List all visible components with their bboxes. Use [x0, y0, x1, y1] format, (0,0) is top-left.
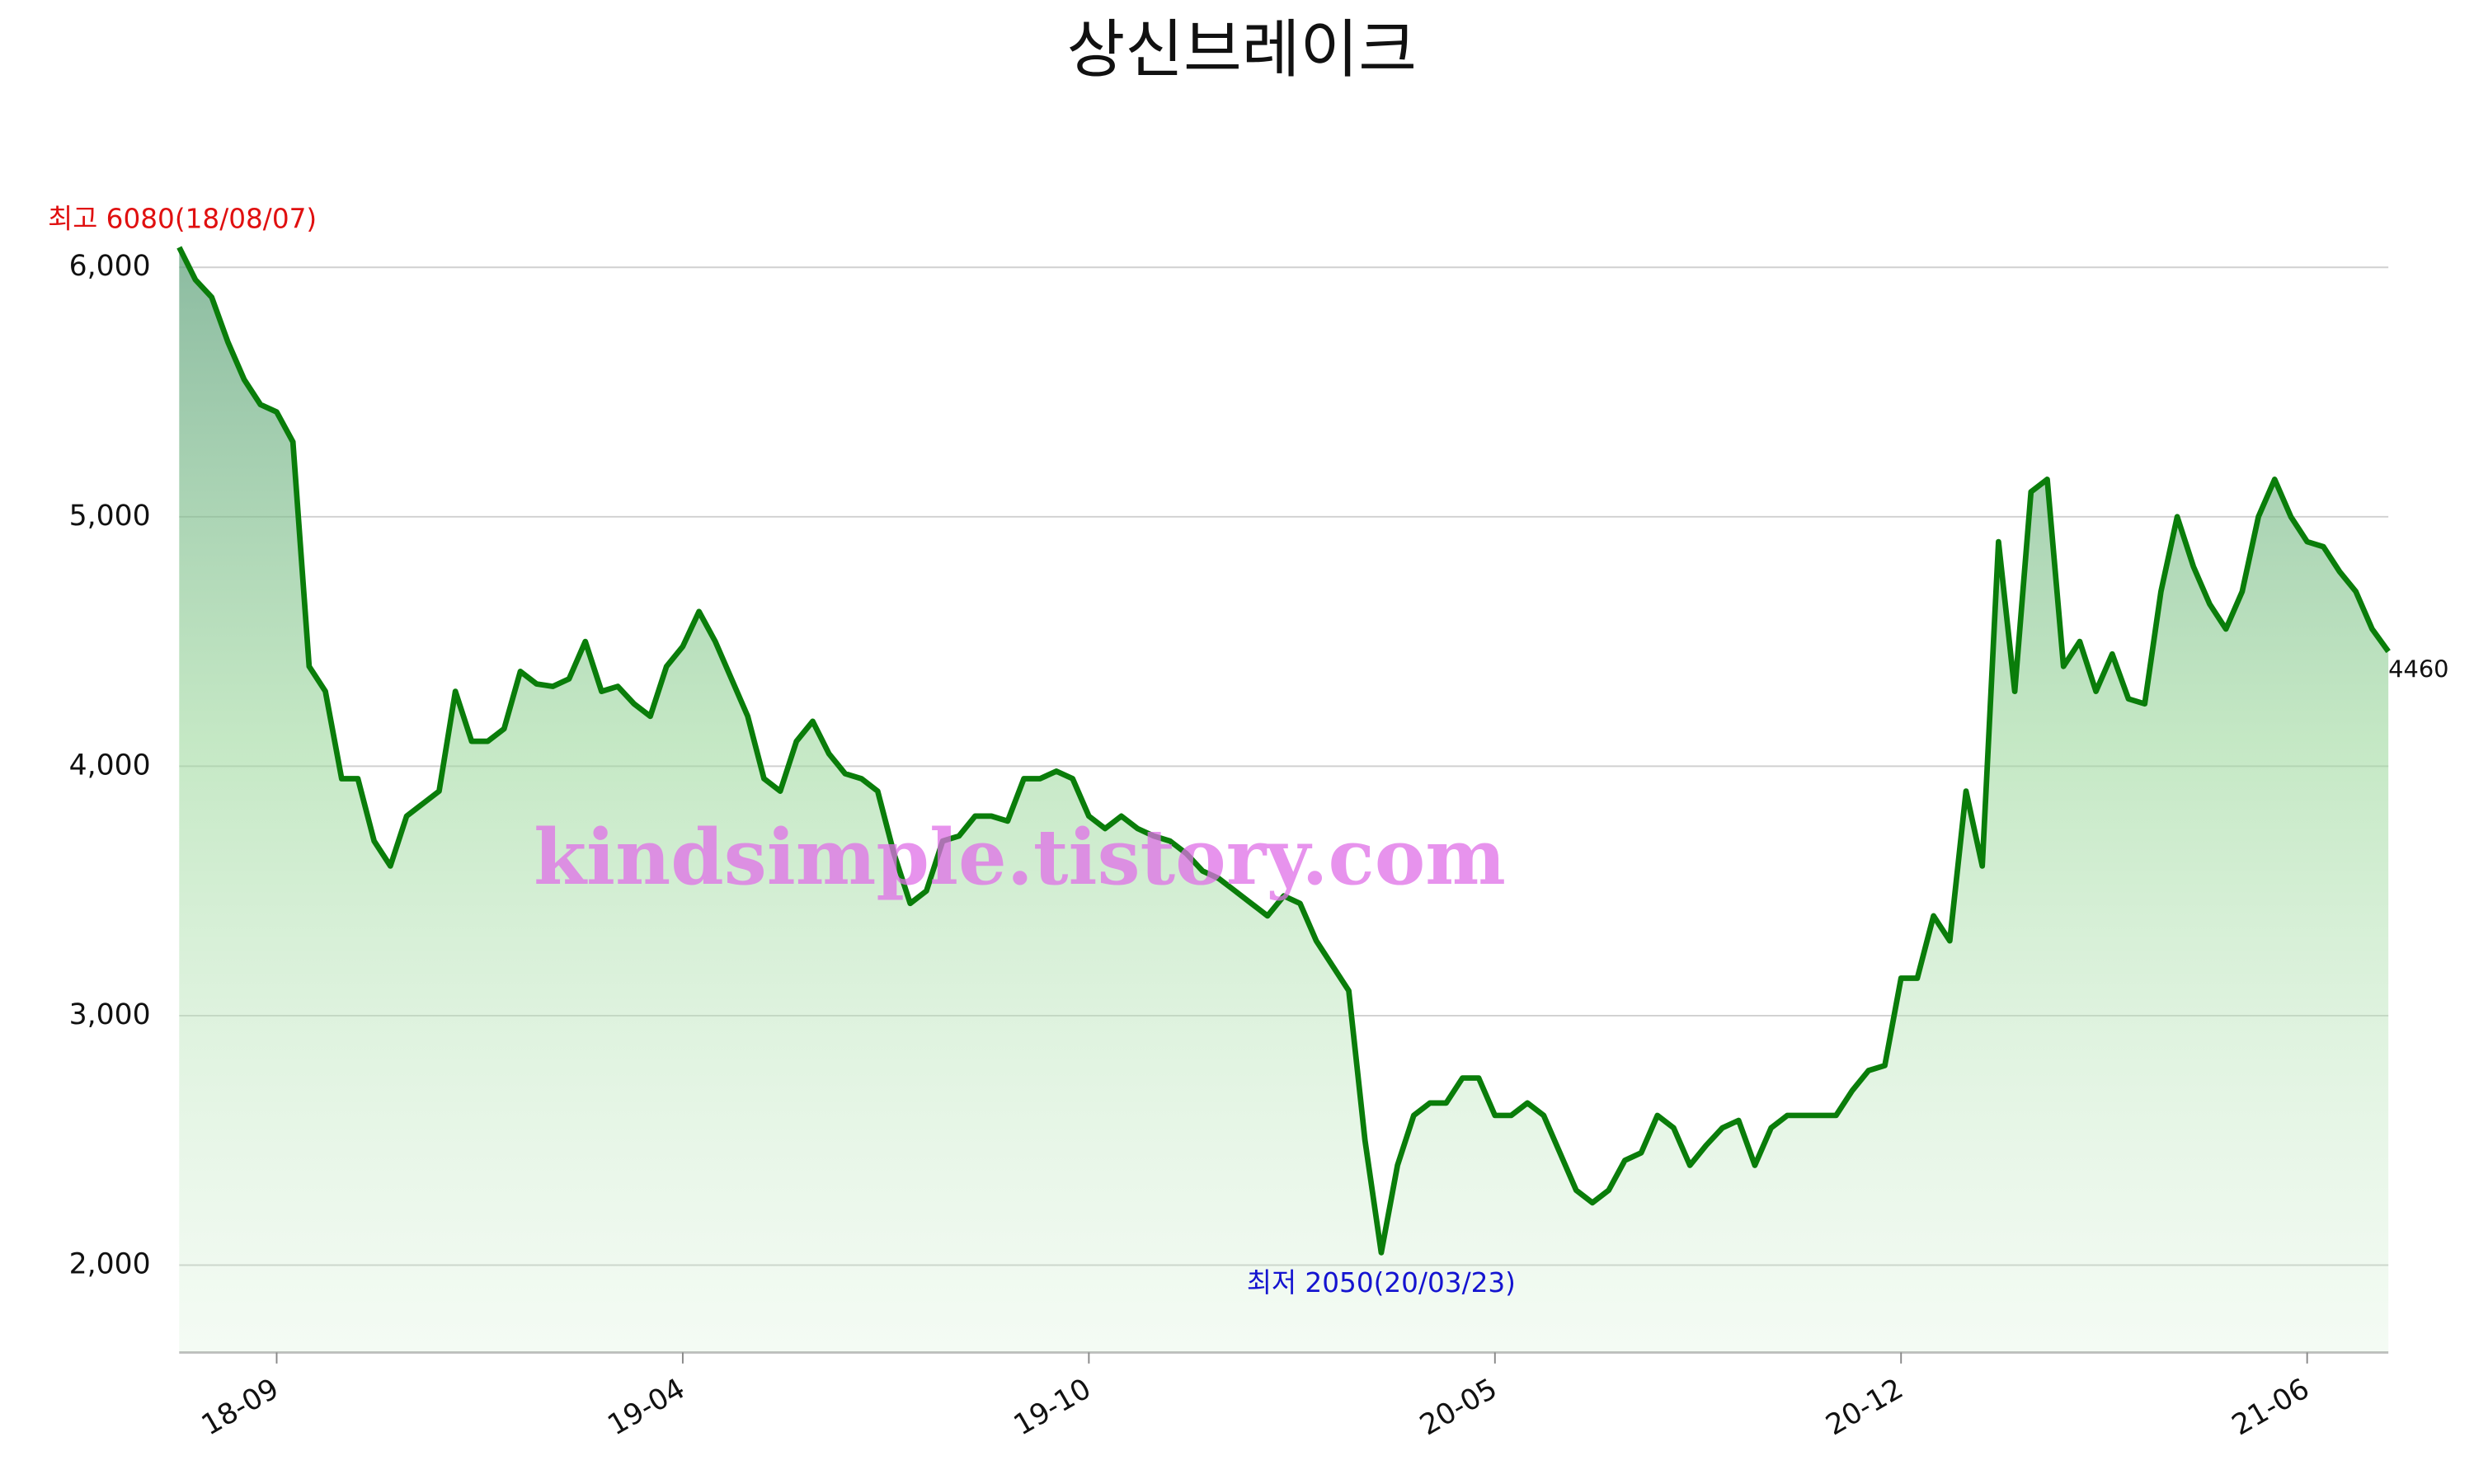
x-tick-label: 20-12	[1821, 1373, 1909, 1443]
min-annotation: 최저 2050(20/03/23)	[1247, 1267, 1516, 1298]
x-tick-label: 20-05	[1414, 1373, 1503, 1443]
chart-title: 상신브레이크	[1067, 13, 1418, 87]
x-tick-label: 19-04	[602, 1373, 690, 1443]
x-tick-label: 21-06	[2227, 1373, 2315, 1443]
y-tick-label: 3,000	[69, 998, 151, 1031]
x-tick-label: 19-10	[1009, 1373, 1097, 1443]
y-tick-label: 6,000	[69, 250, 151, 283]
area	[179, 247, 2389, 1353]
y-tick-label: 5,000	[69, 500, 151, 533]
line	[176, 246, 2391, 1256]
x-tick-label: 18-09	[196, 1373, 285, 1443]
y-tick-label: 2,000	[69, 1247, 151, 1280]
max-annotation: 최고 6080(18/08/07)	[48, 203, 317, 234]
last-value-label: 4460	[2388, 655, 2448, 683]
watermark: kindsimple.tistory.com	[534, 812, 1506, 902]
y-tick-label: 4,000	[69, 749, 151, 782]
